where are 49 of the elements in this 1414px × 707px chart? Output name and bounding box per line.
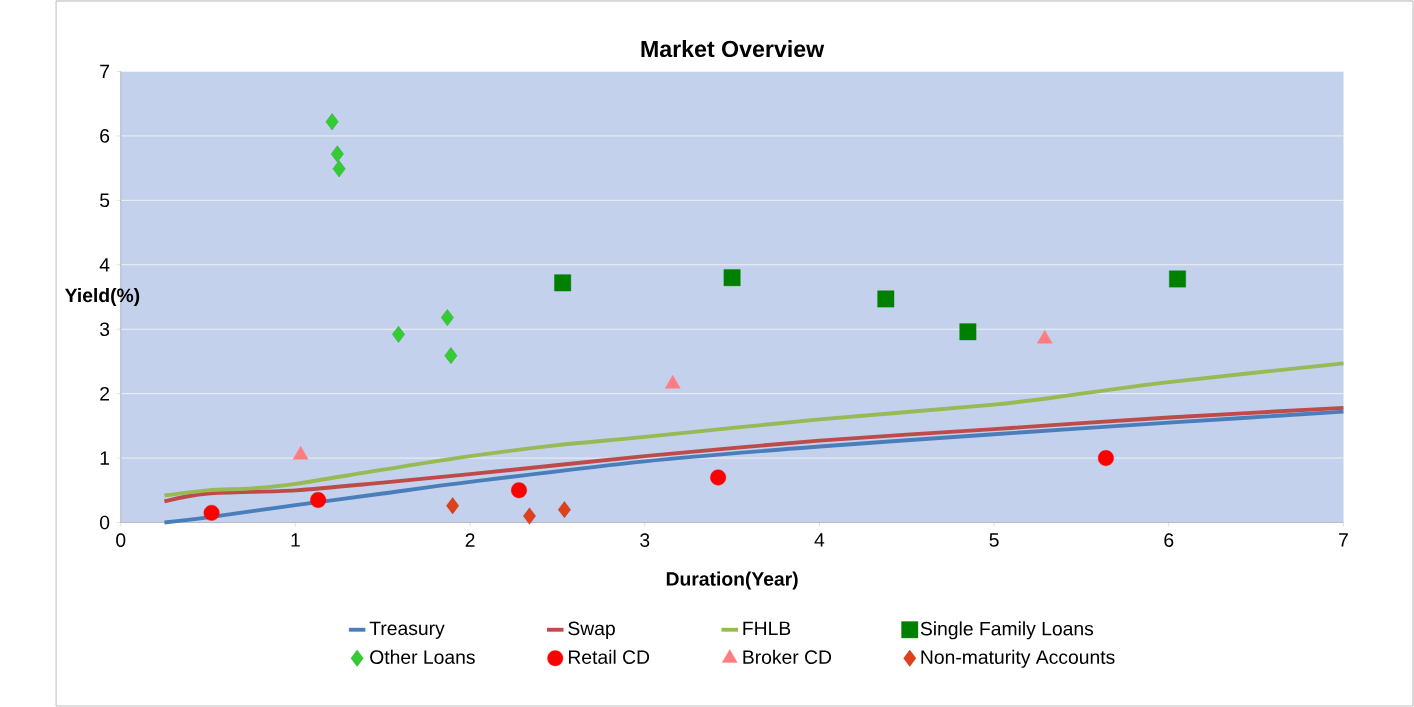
- y-tick-label: 4: [99, 258, 110, 272]
- point: [523, 507, 536, 525]
- point: [1097, 450, 1114, 467]
- legend-label: Treasury: [369, 621, 445, 639]
- line-series: [162, 405, 1346, 504]
- y-tick-label: 1: [100, 451, 110, 465]
- point: [392, 325, 405, 343]
- line-series: [162, 361, 1346, 498]
- point: [511, 482, 527, 499]
- point: [959, 323, 977, 341]
- point: [1169, 270, 1186, 288]
- x-axis-title: Duration(Year): [666, 571, 798, 590]
- chart-title: Market Overview: [641, 40, 825, 58]
- x-tick-label: 5: [989, 533, 999, 547]
- line-series: [162, 409, 1346, 525]
- x-tick-label: 1: [291, 533, 300, 547]
- legend-label: Swap: [568, 621, 615, 640]
- x-tick-label: 2: [465, 533, 475, 547]
- legend-label: Single Family Loans: [920, 621, 1094, 640]
- point: [441, 309, 454, 327]
- point: [330, 145, 344, 163]
- y-tick-label: 3: [99, 322, 110, 337]
- x-tick-label: 3: [640, 533, 650, 547]
- legend-label: Other Loans: [370, 649, 475, 664]
- y-tick-label: 2: [100, 386, 110, 401]
- legend-label: Retail CD: [568, 649, 650, 664]
- legend-label: Non-maturity Accounts: [921, 649, 1115, 668]
- point: [310, 492, 327, 508]
- point: [444, 347, 458, 365]
- point: [723, 269, 741, 287]
- point: [203, 504, 220, 521]
- y-tick-label: 7: [100, 64, 110, 79]
- legend-label: Broker CD: [743, 649, 832, 664]
- point: [554, 274, 572, 292]
- point: [877, 290, 895, 308]
- legend-label: FHLB: [743, 621, 791, 635]
- y-tick-label: 0: [100, 515, 110, 530]
- point: [332, 160, 346, 178]
- y-tick-label: 5: [100, 193, 110, 208]
- x-tick-label: 7: [1339, 533, 1348, 547]
- y-axis-title: Yield(%): [64, 288, 140, 307]
- point: [710, 469, 727, 486]
- point: [325, 113, 339, 131]
- point: [558, 501, 571, 519]
- x-tick-label: 0: [116, 533, 126, 547]
- x-tick-label: 6: [1164, 533, 1174, 547]
- y-tick-label: 6: [100, 129, 110, 143]
- point: [446, 497, 459, 515]
- x-tick-label: 4: [814, 533, 825, 547]
